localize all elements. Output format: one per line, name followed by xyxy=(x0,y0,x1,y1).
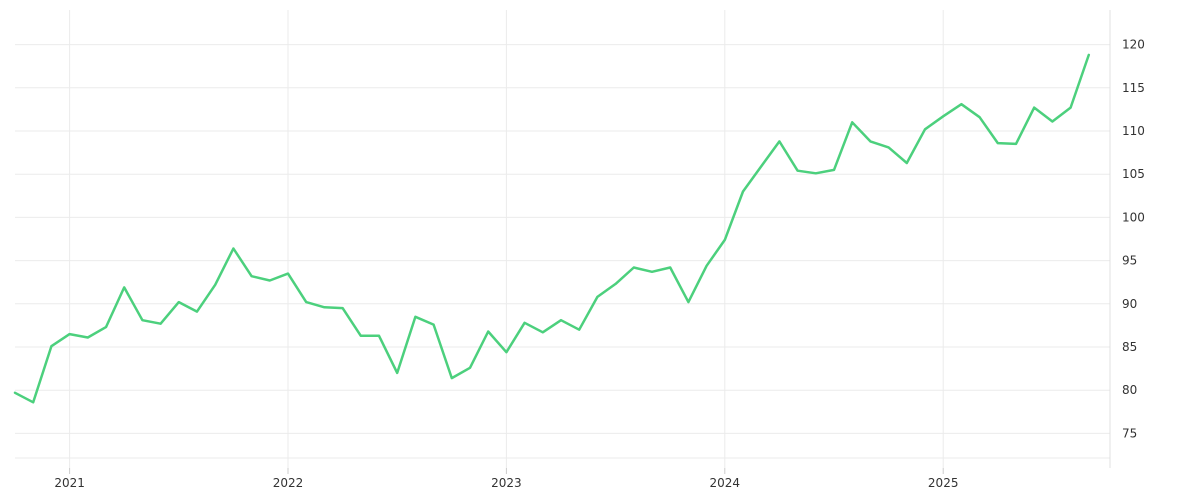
x-tick-label: 2021 xyxy=(54,476,85,490)
y-tick-label: 120 xyxy=(1122,38,1145,52)
y-tick-label: 95 xyxy=(1122,254,1137,268)
x-tick-label: 2023 xyxy=(491,476,522,490)
series-layer xyxy=(13,53,1091,404)
y-tick-label: 115 xyxy=(1122,81,1145,95)
y-tick-label: 80 xyxy=(1122,383,1137,397)
series-line xyxy=(13,53,1091,404)
x-tick-label: 2025 xyxy=(928,476,959,490)
y-tick-label: 105 xyxy=(1122,167,1145,181)
x-tick-label: 2022 xyxy=(273,476,304,490)
x-axis: 2021 2022 2023 2024 2025 xyxy=(54,476,958,490)
y-tick-label: 75 xyxy=(1122,426,1137,440)
y-tick-label: 100 xyxy=(1122,210,1145,224)
grid xyxy=(15,10,1111,474)
y-axis: 75 80 85 90 95 100 105 110 115 120 xyxy=(1122,38,1145,441)
x-tick-label: 2024 xyxy=(710,476,741,490)
y-tick-label: 90 xyxy=(1122,297,1137,311)
y-tick-label: 110 xyxy=(1122,124,1145,138)
y-tick-label: 85 xyxy=(1122,340,1137,354)
